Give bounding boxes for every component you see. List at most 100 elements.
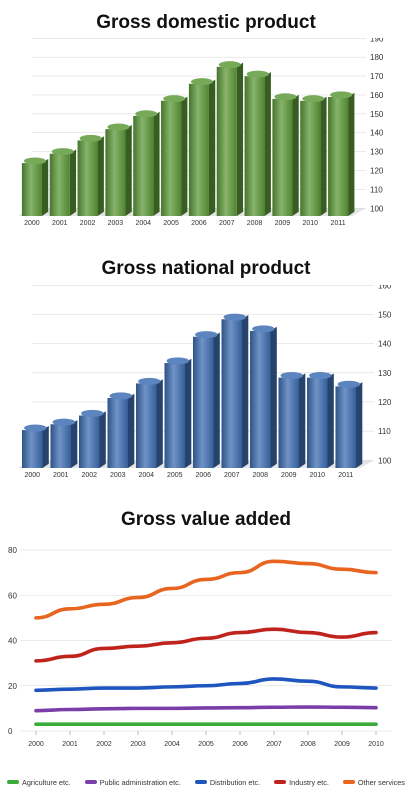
x-tick-label: 2006: [191, 220, 207, 227]
y-tick-label: 130: [378, 369, 392, 378]
bar: [328, 91, 355, 216]
gva-title: Gross value added: [120, 509, 291, 530]
legend-label: Other services: [357, 777, 405, 787]
bar: [107, 392, 135, 468]
y-tick-label: 130: [370, 148, 384, 157]
x-tick-label: 2009: [334, 741, 350, 748]
x-tick-label: 2000: [24, 220, 40, 227]
bar: [216, 61, 244, 217]
series-line: [34, 559, 378, 620]
bar: [249, 325, 277, 468]
x-tick-label: 2005: [163, 220, 179, 227]
x-tick-label: 2008: [252, 472, 268, 479]
bar: [21, 157, 49, 216]
x-tick-label: 2001: [53, 472, 69, 479]
gnp-title: Gross national product: [101, 258, 311, 279]
y-tick-label: 100: [370, 204, 384, 213]
legend-swatch: [7, 780, 19, 784]
bar: [244, 70, 271, 216]
x-tick-label: 2000: [24, 472, 40, 479]
gnp-chart: 100 110 120 130 140 150 160 2000 2001 2002 2003 200…: [18, 285, 392, 479]
legend-label: Agriculture etc.: [22, 777, 71, 787]
x-tick-label: 2009: [281, 472, 297, 479]
gva-legend: Agriculture etc. Public administration et…: [0, 774, 412, 790]
x-tick-label: 2002: [81, 472, 97, 479]
bar: [77, 134, 104, 216]
x-tick-label: 2008: [247, 220, 263, 227]
legend-label: Public administration etc.: [99, 777, 181, 787]
y-tick-label: 60: [8, 591, 17, 600]
y-tick-label: 120: [370, 167, 384, 176]
x-tick-label: 2007: [224, 472, 240, 479]
legend-item: Public administration etc.: [84, 777, 181, 787]
x-tick-label: 2011: [331, 220, 346, 227]
y-tick-label: 150: [378, 310, 392, 319]
x-tick-label: 2007: [266, 741, 282, 748]
y-tick-label: 140: [378, 340, 392, 349]
legend-item: Distribution etc.: [194, 778, 260, 787]
legend-swatch: [84, 780, 97, 784]
bar: [335, 380, 363, 468]
bar: [164, 357, 192, 468]
y-tick-label: 20: [8, 682, 17, 691]
x-tick-label: 2003: [108, 220, 124, 227]
gva-chart: 0 20 40 60 80 2000 2001 2002 2003 2004 2005 2006 200…: [8, 546, 392, 748]
series-line: [34, 627, 378, 663]
y-tick-label: 100: [378, 456, 392, 465]
bar: [161, 95, 188, 216]
series-line: [34, 705, 378, 713]
y-tick-label: 110: [378, 427, 391, 436]
x-tick-label: 2001: [52, 220, 68, 227]
bar: [306, 371, 334, 468]
y-tick-label: 160: [370, 91, 384, 100]
y-tick-label: 80: [8, 546, 17, 555]
y-tick-label: 120: [378, 398, 392, 407]
y-tick-label: 180: [370, 53, 384, 62]
x-tick-label: 2005: [198, 741, 214, 748]
legend-item: Other services: [342, 777, 405, 787]
y-tick-label: 40: [8, 637, 17, 646]
bar: [135, 377, 163, 468]
x-tick-label: 2005: [167, 472, 183, 479]
bar: [49, 148, 77, 216]
bar: [300, 95, 327, 216]
x-tick-label: 2002: [80, 220, 96, 227]
bar: [272, 93, 299, 216]
y-tick-label: 160: [378, 285, 392, 290]
x-tick-label: 2011: [338, 472, 353, 479]
bar: [192, 331, 220, 468]
x-tick-label: 2010: [302, 220, 318, 227]
bar: [105, 123, 132, 216]
x-tick-label: 2010: [309, 472, 325, 479]
x-tick-label: 2000: [28, 741, 44, 748]
x-tick-label: 2004: [164, 741, 180, 748]
y-tick-label: 190: [370, 38, 384, 43]
bar: [78, 409, 106, 468]
legend-swatch: [342, 780, 355, 784]
gdp-title: Gross domestic product: [96, 12, 316, 33]
y-tick-label: 170: [370, 72, 384, 81]
y-tick-label: 0: [8, 727, 13, 736]
x-tick-label: 2004: [135, 220, 151, 227]
bar: [21, 424, 49, 468]
x-tick-label: 2009: [275, 220, 291, 227]
bar: [278, 371, 306, 468]
legend-swatch: [274, 780, 287, 784]
x-tick-label: 2002: [96, 741, 112, 748]
bar: [188, 78, 216, 217]
x-tick-label: 2010: [368, 741, 384, 748]
legend-item: Agriculture etc.: [7, 778, 71, 787]
bar: [133, 110, 160, 216]
x-tick-label: 2001: [62, 741, 78, 748]
x-tick-label: 2003: [130, 741, 146, 748]
bar: [50, 418, 78, 468]
gdp-chart: 100 110 120 130 140 150 160 170 180 190 2000 2001 20…: [18, 38, 384, 227]
y-tick-label: 110: [370, 185, 383, 194]
legend-swatch: [194, 780, 207, 784]
x-tick-label: 2004: [138, 472, 154, 479]
bar: [221, 313, 249, 468]
x-tick-label: 2003: [110, 472, 126, 479]
x-tick-label: 2006: [195, 472, 211, 479]
y-tick-label: 140: [370, 129, 384, 138]
y-tick-label: 150: [370, 110, 384, 119]
